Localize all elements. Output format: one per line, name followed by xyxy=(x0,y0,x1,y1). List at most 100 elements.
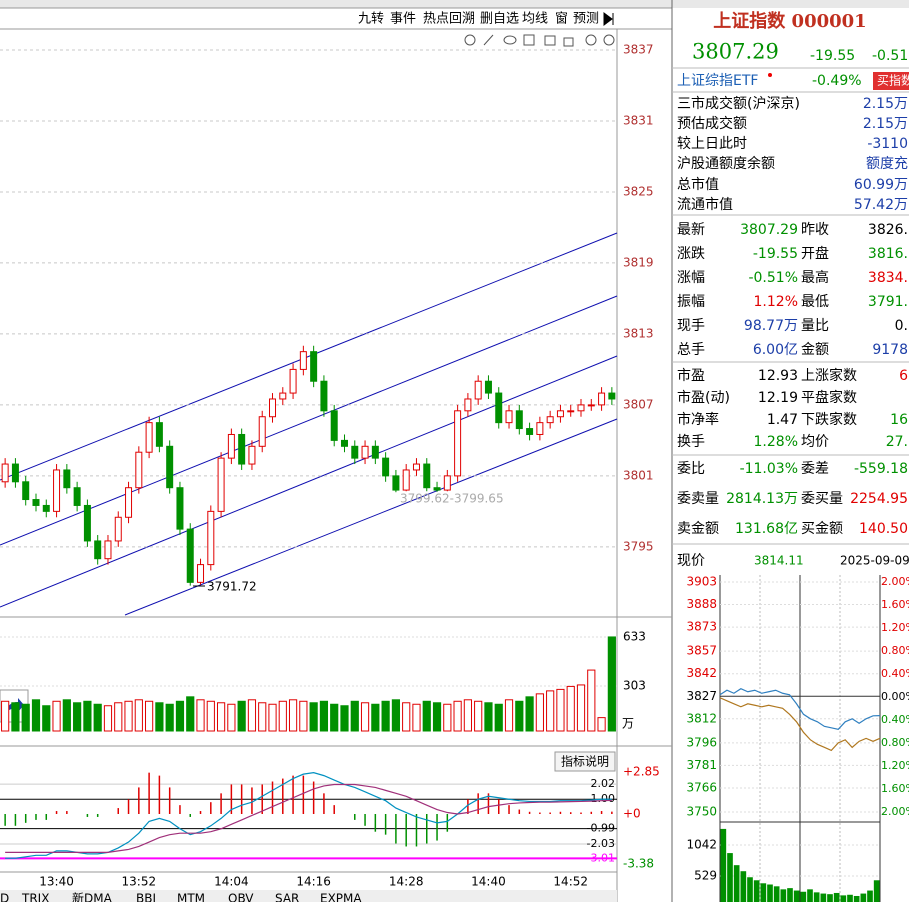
tool-icon[interactable] xyxy=(483,34,494,46)
x-tick-label: 14:04 xyxy=(214,875,249,889)
candle-body xyxy=(433,487,441,491)
tool-icon[interactable] xyxy=(464,34,476,46)
level-label: 2.02 xyxy=(591,777,616,790)
summary-label: 预估成交额 xyxy=(677,115,747,132)
tool-icon[interactable] xyxy=(603,34,615,46)
tab[interactable]: 新DMA xyxy=(72,891,113,902)
channel-line xyxy=(124,418,618,616)
volume-bar xyxy=(402,702,411,732)
buy-button-label: 买指数 xyxy=(877,73,909,88)
candle-body xyxy=(587,404,595,407)
volume-bar xyxy=(422,700,431,732)
volume-bar xyxy=(747,877,753,902)
buy-button[interactable] xyxy=(873,72,909,90)
stat-value: 2814.13万 xyxy=(726,491,798,507)
candle-body xyxy=(22,481,30,501)
volume-bar xyxy=(566,685,575,732)
volume-bar xyxy=(833,892,840,902)
volume-bar xyxy=(733,865,740,902)
candle-body xyxy=(145,422,153,453)
stat-label: 最低 xyxy=(801,294,829,310)
tool-button[interactable]: 删自选 xyxy=(480,12,519,27)
volume-bar xyxy=(319,700,329,732)
indicator-button[interactable] xyxy=(554,751,616,772)
x-tick-label: 13:40 xyxy=(39,875,74,889)
stat-value: 131.68亿 xyxy=(735,521,798,537)
stat-label: 均价 xyxy=(801,434,829,450)
toggle-icon[interactable] xyxy=(603,12,614,26)
volume-bar xyxy=(515,700,524,732)
y-tick-label: 3827 xyxy=(686,689,717,703)
level-label: -0.99 xyxy=(587,822,615,835)
candle-body xyxy=(53,469,61,512)
tool-button[interactable]: 九转 xyxy=(358,12,384,27)
summary-label: 沪股通额度余额 xyxy=(677,155,775,172)
volume-bar xyxy=(340,705,349,732)
y-tick-label: 3813 xyxy=(623,326,654,340)
candle-body xyxy=(423,463,431,489)
tool-icon[interactable] xyxy=(544,35,556,46)
tool-button[interactable]: 热点回溯 xyxy=(423,11,475,27)
tool-button[interactable]: 均线 xyxy=(522,12,548,27)
tool-button[interactable]: 预测 xyxy=(573,12,599,27)
etf-link[interactable]: 上证综指ETF xyxy=(677,73,758,89)
tool-button[interactable]: 窗 xyxy=(555,11,568,27)
annotation: 3799.62-3799.65 xyxy=(400,492,504,506)
stat-label: 市净率 xyxy=(677,411,719,428)
candle-body xyxy=(207,510,215,566)
candle-body xyxy=(505,410,513,424)
volume-bar xyxy=(309,702,318,732)
tool-icon[interactable] xyxy=(563,37,574,47)
volume-bar xyxy=(820,893,827,902)
tool-icon[interactable] xyxy=(503,35,517,45)
y-tick-label: 3795 xyxy=(623,539,654,553)
candle-body xyxy=(515,410,523,430)
tab[interactable]: OBV xyxy=(228,892,254,902)
stat-value: -11.03% xyxy=(740,461,798,477)
tab[interactable]: SAR xyxy=(275,892,299,902)
candle-body xyxy=(474,380,482,400)
tool-icon[interactable] xyxy=(523,34,535,46)
tab[interactable]: D xyxy=(0,892,9,902)
candle-body xyxy=(238,433,246,465)
volume-bar xyxy=(11,702,20,732)
candle-body xyxy=(258,416,266,447)
volume-bar xyxy=(546,690,555,732)
candle-body xyxy=(495,392,503,424)
mini-grid xyxy=(719,575,881,902)
stat-value: 3826. xyxy=(868,222,908,238)
summary-label: 较上日此时 xyxy=(677,136,747,152)
volume-bar xyxy=(873,880,880,902)
tab[interactable]: TRIX xyxy=(21,892,49,902)
candle-body xyxy=(83,504,91,542)
candle-body xyxy=(94,540,102,560)
level-label: -2.03 xyxy=(587,837,615,850)
tool-icon[interactable] xyxy=(585,34,597,46)
etf-change: -0.49% xyxy=(812,73,862,89)
summary-value: 2.15万 xyxy=(863,116,908,132)
volume-bar xyxy=(258,702,267,732)
stat-label: 市盈(动) xyxy=(677,389,730,406)
tab[interactable]: EXPMA xyxy=(320,892,362,902)
volume-bar xyxy=(773,886,780,902)
stat-label: 委比 xyxy=(677,461,705,477)
y-tick-label: 3812 xyxy=(686,711,717,725)
stat-label: 卖金额 xyxy=(677,521,719,537)
now-price: 3814.11 xyxy=(754,554,804,568)
volume-bar xyxy=(371,703,380,732)
y-tick-label: 1042 xyxy=(686,838,717,852)
y2-tick-label: 2.00% xyxy=(881,805,909,818)
macd-line xyxy=(5,772,612,859)
quote-change-pct: -0.51% xyxy=(872,48,909,64)
stat-value: 2254.95 xyxy=(850,491,908,507)
tab[interactable]: MTM xyxy=(177,892,205,902)
tool-button[interactable]: 事件 xyxy=(390,12,416,27)
quote-panel: 上证指数 000001 3807.29 -19.55 -0.51% 上证综指ET… xyxy=(672,10,909,569)
candle-body xyxy=(176,487,184,530)
volume-unit: 万 xyxy=(622,717,634,731)
volume-bar xyxy=(576,684,586,732)
tab[interactable]: BBI xyxy=(136,892,156,902)
stats-grid: 最新 3807.29 昨收 3826. 涨跌 -19.55 开盘 3816. 涨幅 -0.51% 最… xyxy=(677,222,908,537)
stat-value: 3816. xyxy=(868,246,908,262)
